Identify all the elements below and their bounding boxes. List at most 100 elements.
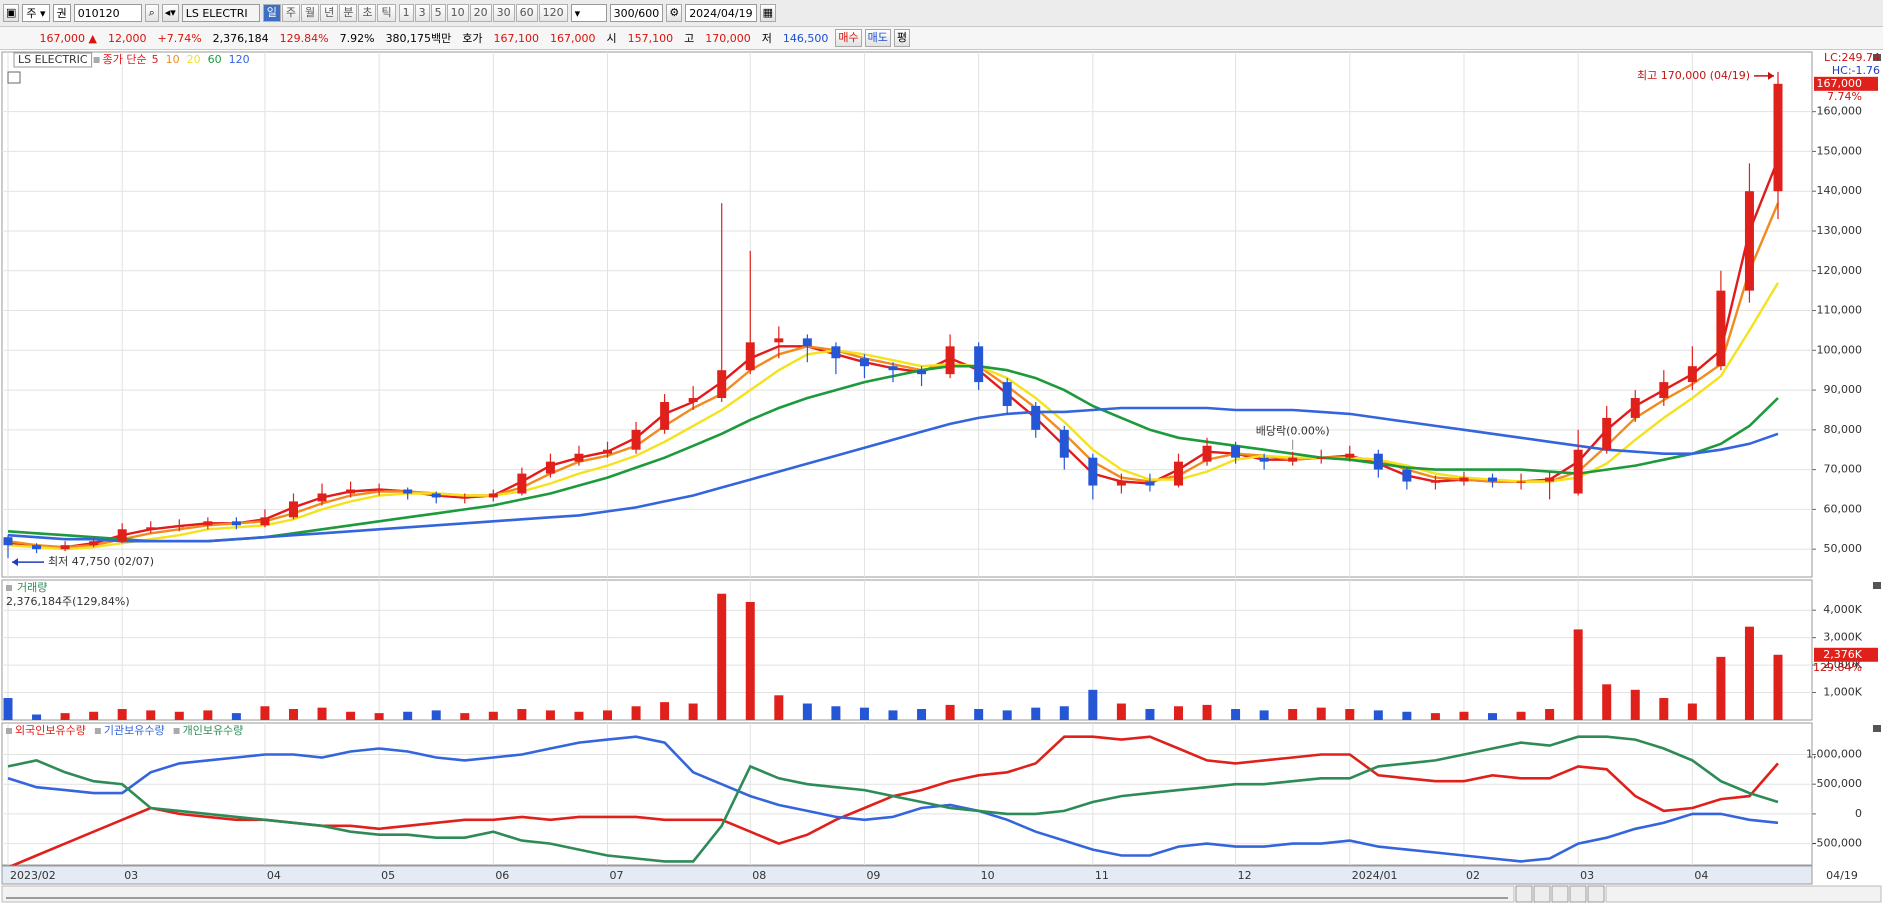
legend-marker [173, 728, 180, 734]
candle-body [1516, 481, 1526, 483]
interval-button[interactable]: 3 [414, 4, 430, 22]
y-tick-label: 60,000 [1824, 502, 1863, 515]
x-tick-label: 09 [866, 869, 880, 882]
volume-bar [317, 707, 327, 720]
volume-bar [802, 703, 812, 720]
volume-bar [460, 713, 470, 720]
volume-bar [60, 713, 70, 720]
last-rate-label: 7.74% [1827, 90, 1862, 103]
open-label: 시 [606, 32, 617, 45]
volume: 2,376,184 [212, 31, 269, 45]
interval-button[interactable]: 60 [515, 4, 538, 22]
x-axis-band [1, 865, 1813, 885]
sell-button[interactable]: 매도 [864, 29, 891, 47]
candle-body [603, 449, 613, 454]
scroll-button[interactable] [1551, 885, 1569, 903]
y-tick-label: 1,000K [1823, 686, 1862, 699]
volume-bar [374, 713, 384, 720]
low-arrow-head [12, 558, 18, 567]
volume-bar [1516, 711, 1526, 720]
volume-bar [1116, 703, 1126, 720]
candle-body [488, 493, 498, 498]
period-button[interactable]: 틱 [377, 4, 396, 22]
volume-bar [1373, 710, 1383, 720]
candle-body [1231, 445, 1241, 458]
candle-body [545, 461, 555, 474]
interval-input[interactable]: ▾ [570, 4, 607, 22]
history-button[interactable]: ◂▾ [161, 4, 179, 22]
x-tick-label: 04 [267, 869, 281, 882]
x-tick-label: 08 [752, 869, 766, 882]
candle-body [1059, 429, 1069, 458]
interval-button[interactable]: 1 [398, 4, 414, 22]
interval-button[interactable]: 30 [492, 4, 515, 22]
interval-button[interactable]: 120 [538, 4, 568, 22]
x-tick-label: 11 [1095, 869, 1109, 882]
date-input[interactable]: 2024/04/19 [685, 4, 757, 22]
tool-button[interactable]: ⚙ [666, 4, 683, 22]
y-tick-label: 3,000K [1823, 631, 1862, 644]
legend-entry: 외국인보유수량 [15, 724, 86, 737]
search-button[interactable]: ⌕ [144, 4, 159, 22]
scroll-button[interactable] [1515, 885, 1533, 903]
volume-bar [346, 711, 356, 720]
x-tick-label: 12 [1238, 869, 1252, 882]
calendar-button[interactable]: ▦ [759, 4, 776, 22]
period-button[interactable]: 주 [281, 4, 300, 22]
volume-bar [1288, 709, 1298, 720]
volume-bar [545, 710, 555, 720]
ask: 167,100 [493, 31, 540, 45]
low-note: 최저 47,750 (02/07) [48, 555, 154, 568]
buy-button[interactable]: 매수 [835, 29, 862, 47]
volume-bar [517, 709, 527, 720]
period-button[interactable]: 초 [358, 4, 377, 22]
y-tick-label: 0 [1855, 807, 1862, 820]
volume-bar [89, 711, 99, 720]
period-button[interactable]: 월 [300, 4, 320, 22]
market-select[interactable]: 주 ▾ [22, 4, 50, 22]
candle-body [1088, 457, 1098, 486]
candle-body [117, 529, 127, 542]
y-tick-label: 4,000K [1823, 603, 1862, 616]
volume-bar [745, 601, 755, 720]
y-tick-label: 100,000 [1817, 343, 1863, 356]
scroll-button[interactable] [1533, 885, 1551, 903]
period-button[interactable]: 년 [320, 4, 339, 22]
legend-entry: 10 [166, 53, 180, 66]
legend-marker [6, 585, 12, 591]
interval-button[interactable]: 5 [430, 4, 446, 22]
candle-body [60, 545, 70, 550]
scroll-button[interactable] [1569, 885, 1587, 903]
candle-body [974, 346, 984, 383]
candle-body [89, 541, 99, 546]
candle-body [260, 517, 270, 526]
period-button[interactable]: 일 [262, 4, 281, 22]
type-select[interactable]: 권 [52, 4, 71, 22]
period-button[interactable]: 분 [339, 4, 358, 22]
volume-bar [488, 711, 498, 720]
candle-body [1545, 477, 1555, 482]
x-tick-label: 10 [981, 869, 995, 882]
candle-body [1316, 457, 1326, 459]
interval-button[interactable]: 20 [469, 4, 492, 22]
x-tick-label: 2024/01 [1352, 869, 1398, 882]
panel-corner-button [1873, 54, 1881, 61]
interval-button[interactable]: 10 [446, 4, 469, 22]
zoom-bar [1605, 885, 1882, 903]
code-input[interactable]: 010120 [73, 4, 142, 22]
change: 12,000 [108, 31, 147, 45]
legend-marker [6, 728, 12, 734]
volume-bar [32, 714, 42, 720]
legend-marker [94, 728, 101, 734]
scroll-button[interactable] [1587, 885, 1605, 903]
change-rate: +7.74% [157, 31, 202, 45]
count-input[interactable]: 300/600 [609, 4, 664, 22]
eval-button[interactable]: 평 [893, 29, 911, 47]
volume-bar [774, 695, 784, 720]
menu-button[interactable]: ▣ [3, 4, 20, 22]
volume-bar [1488, 713, 1498, 720]
legend-marker [93, 57, 100, 63]
volume-bar [1231, 709, 1241, 720]
